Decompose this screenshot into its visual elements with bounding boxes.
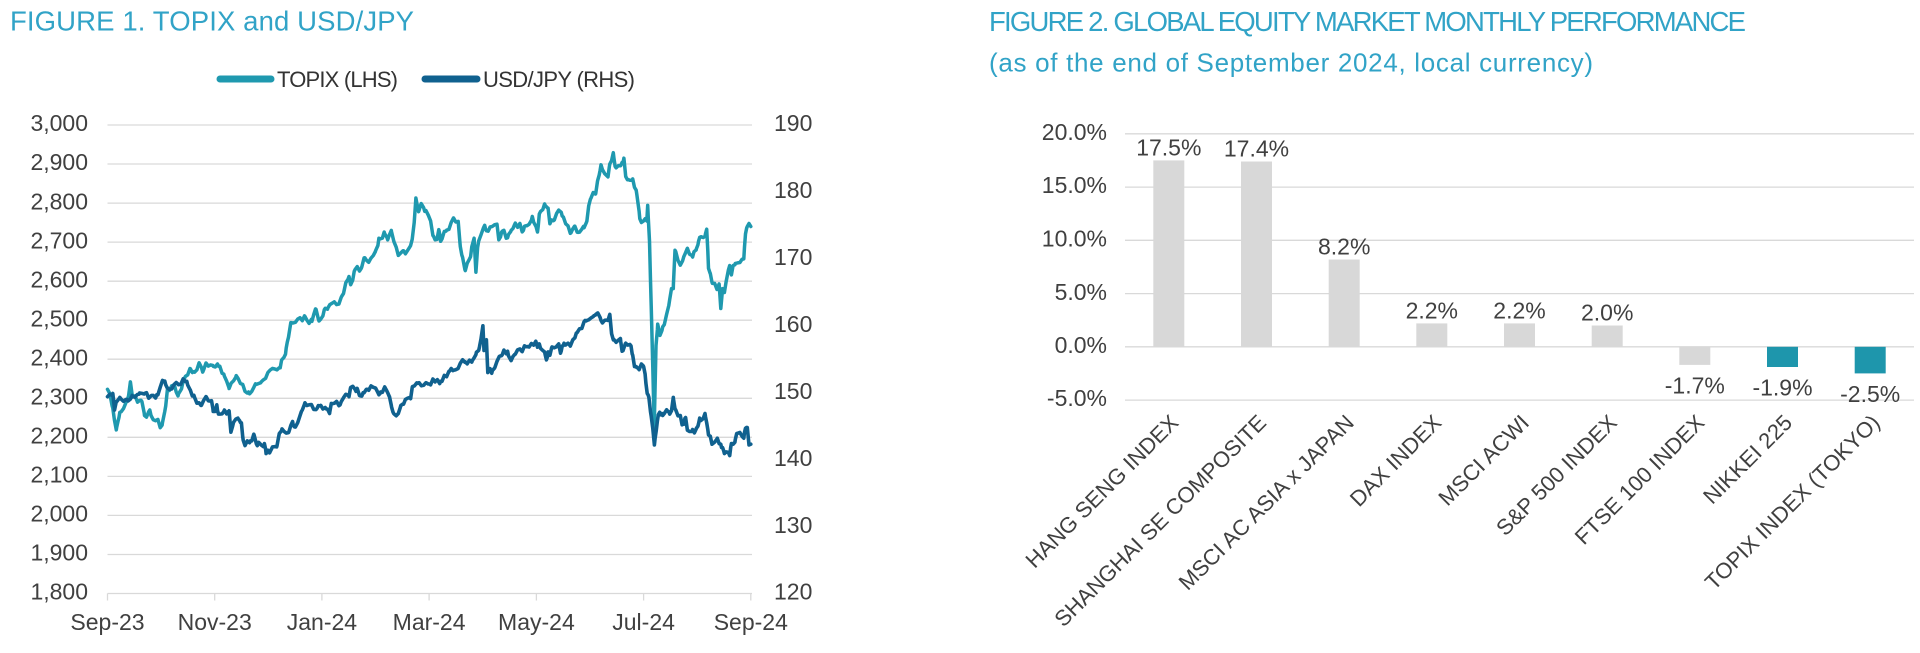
svg-text:2,000: 2,000 — [30, 501, 88, 527]
svg-text:130: 130 — [774, 512, 812, 538]
svg-text:-2.5%: -2.5% — [1840, 381, 1900, 407]
svg-text:150: 150 — [774, 378, 812, 404]
svg-text:Jan-24: Jan-24 — [287, 609, 358, 635]
svg-text:2,900: 2,900 — [30, 149, 88, 175]
svg-text:8.2%: 8.2% — [1318, 234, 1370, 260]
svg-text:Sep-23: Sep-23 — [70, 609, 144, 635]
svg-text:160: 160 — [774, 311, 812, 337]
svg-text:17.5%: 17.5% — [1136, 134, 1201, 160]
svg-text:2,300: 2,300 — [30, 384, 88, 410]
svg-text:2,400: 2,400 — [30, 344, 88, 370]
svg-text:2.2%: 2.2% — [1406, 297, 1458, 323]
svg-text:FIGURE 2. GLOBAL EQUITY MARKET: FIGURE 2. GLOBAL EQUITY MARKET MONTHLY P… — [989, 6, 1746, 37]
svg-text:20.0%: 20.0% — [1042, 119, 1107, 145]
svg-text:15.0%: 15.0% — [1042, 172, 1107, 198]
svg-text:2.0%: 2.0% — [1581, 300, 1633, 326]
svg-text:-1.7%: -1.7% — [1665, 372, 1725, 398]
svg-text:2.2%: 2.2% — [1493, 297, 1545, 323]
svg-text:180: 180 — [774, 177, 812, 203]
svg-text:Jul-24: Jul-24 — [612, 609, 675, 635]
svg-text:2,700: 2,700 — [30, 227, 88, 253]
svg-text:190: 190 — [774, 110, 812, 136]
svg-text:-5.0%: -5.0% — [1047, 385, 1107, 411]
svg-text:-1.9%: -1.9% — [1752, 375, 1812, 401]
svg-text:140: 140 — [774, 445, 812, 471]
svg-text:2,200: 2,200 — [30, 423, 88, 449]
svg-text:TOPIX (LHS): TOPIX (LHS) — [277, 67, 398, 92]
svg-text:3,000: 3,000 — [30, 110, 88, 136]
svg-text:1,900: 1,900 — [30, 540, 88, 566]
svg-text:(as of the end of September 20: (as of the end of September 2024, local … — [989, 48, 1593, 78]
svg-text:May-24: May-24 — [498, 609, 575, 635]
svg-text:2,100: 2,100 — [30, 462, 88, 488]
svg-text:2,600: 2,600 — [30, 266, 88, 292]
svg-text:Nov-23: Nov-23 — [178, 609, 252, 635]
svg-text:17.4%: 17.4% — [1224, 136, 1289, 162]
svg-text:120: 120 — [774, 579, 812, 605]
svg-text:170: 170 — [774, 244, 812, 270]
svg-text:0.0%: 0.0% — [1055, 332, 1107, 358]
svg-text:10.0%: 10.0% — [1042, 226, 1107, 252]
svg-text:USD/JPY (RHS): USD/JPY (RHS) — [483, 67, 635, 92]
svg-text:5.0%: 5.0% — [1055, 279, 1107, 305]
svg-text:2,800: 2,800 — [30, 188, 88, 214]
svg-text:2,500: 2,500 — [30, 305, 88, 331]
svg-text:Sep-24: Sep-24 — [714, 609, 788, 635]
svg-text:Mar-24: Mar-24 — [393, 609, 466, 635]
svg-text:FIGURE 1. TOPIX and USD/JPY: FIGURE 1. TOPIX and USD/JPY — [10, 6, 414, 37]
svg-text:1,800: 1,800 — [30, 579, 88, 605]
